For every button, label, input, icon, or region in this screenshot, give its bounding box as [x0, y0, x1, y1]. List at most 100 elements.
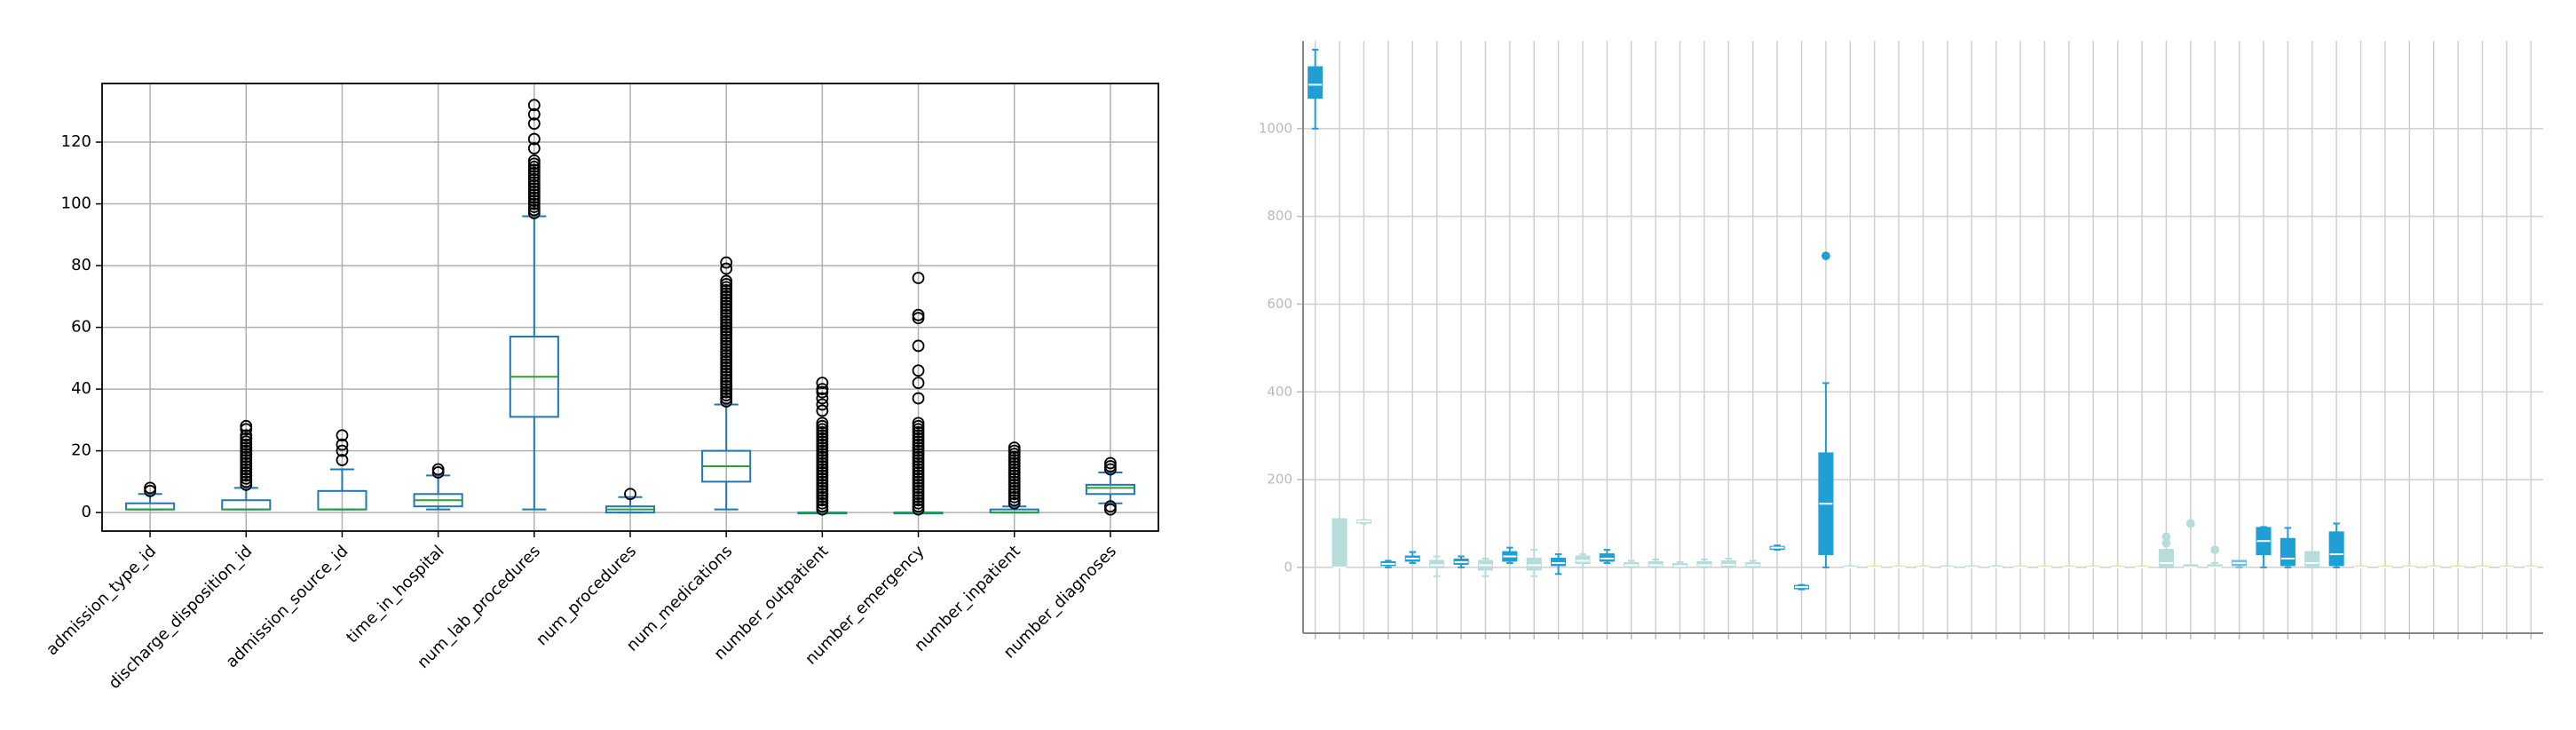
outlier — [720, 312, 733, 325]
outlier — [912, 423, 925, 436]
outlier — [240, 419, 253, 432]
outlier — [240, 469, 253, 482]
outlier — [720, 330, 733, 343]
outlier — [720, 361, 733, 374]
outlier — [720, 392, 733, 405]
outlier — [816, 488, 829, 501]
outlier — [816, 423, 829, 436]
y-tick-label: 0 — [1284, 559, 1292, 575]
outlier — [527, 179, 541, 192]
box — [2304, 551, 2320, 568]
outlier — [527, 203, 541, 217]
outlier — [720, 302, 733, 315]
box — [1429, 559, 1445, 568]
outlier — [1007, 475, 1021, 488]
outlier — [816, 404, 829, 417]
outlier — [240, 466, 253, 479]
outlier — [816, 490, 829, 504]
outlier — [720, 389, 733, 401]
box — [1575, 555, 1591, 564]
outlier — [912, 308, 925, 321]
outlier — [1104, 500, 1117, 513]
outlier — [240, 432, 253, 445]
outlier — [1007, 444, 1021, 457]
outlier — [527, 172, 541, 186]
y-tick-label: 100 — [61, 194, 91, 213]
outlier — [144, 484, 156, 497]
outlier — [912, 429, 925, 442]
outlier — [336, 429, 349, 442]
outlier — [912, 438, 925, 451]
outlier — [720, 348, 733, 361]
outlier — [720, 385, 733, 399]
outlier — [1007, 481, 1021, 495]
outlier — [1007, 466, 1021, 479]
outlier — [912, 496, 925, 510]
outlier — [912, 466, 925, 479]
outlier — [1007, 441, 1021, 455]
outlier — [431, 466, 445, 479]
outlier — [816, 417, 829, 430]
outlier — [2161, 532, 2171, 542]
outlier — [1104, 463, 1117, 476]
outlier — [816, 475, 829, 488]
outlier — [240, 448, 253, 461]
outlier — [1104, 460, 1117, 472]
outlier — [1007, 494, 1021, 507]
outlier — [816, 432, 829, 445]
chart: 0 200 400 600 800 1000 — [1259, 41, 2543, 639]
y-tick-label: 400 — [1267, 384, 1292, 400]
outlier — [816, 463, 829, 476]
outlier — [912, 441, 925, 455]
outlier — [527, 185, 541, 198]
x-tick-label: time_in_hospital — [343, 542, 447, 647]
outlier — [912, 339, 925, 353]
outlier — [816, 481, 829, 495]
outlier — [912, 484, 925, 497]
outlier — [720, 377, 733, 390]
outlier — [240, 460, 253, 472]
outlier — [816, 377, 829, 390]
outlier — [624, 488, 636, 501]
outlier — [1007, 469, 1021, 482]
outlier — [336, 438, 349, 451]
outlier — [912, 432, 925, 445]
outlier — [912, 500, 925, 513]
outlier — [1007, 448, 1021, 461]
outlier — [720, 274, 733, 288]
outlier — [816, 441, 829, 455]
outlier — [816, 456, 829, 470]
outlier — [720, 299, 733, 313]
outlier — [431, 463, 445, 476]
outlier — [720, 373, 733, 386]
y-tick-label: 800 — [1267, 208, 1292, 224]
box — [1599, 553, 1615, 562]
outlier — [912, 488, 925, 501]
x-tick-label: number_inpatient — [911, 542, 1024, 655]
outlier — [527, 107, 541, 121]
outlier — [720, 281, 733, 294]
outlier — [720, 318, 733, 331]
outlier — [527, 188, 541, 202]
outlier — [816, 460, 829, 472]
outlier — [816, 454, 829, 466]
y-tick-label: 600 — [1267, 296, 1292, 312]
y-tick-label: 60 — [71, 318, 91, 337]
outlier — [240, 475, 253, 488]
outlier — [240, 429, 253, 442]
outlier — [240, 441, 253, 455]
outlier — [720, 358, 733, 371]
box — [2328, 531, 2344, 567]
outlier — [720, 290, 733, 303]
x-tick-label: num_procedures — [533, 542, 640, 649]
outlier — [816, 383, 829, 396]
y-tick-label: 40 — [71, 379, 91, 398]
y-tick-label: 20 — [71, 441, 91, 460]
outlier — [816, 503, 829, 516]
outlier — [240, 423, 253, 436]
outlier — [816, 469, 829, 482]
outlier — [912, 490, 925, 504]
outlier — [527, 191, 541, 204]
outlier — [527, 160, 541, 173]
outlier — [527, 197, 541, 210]
